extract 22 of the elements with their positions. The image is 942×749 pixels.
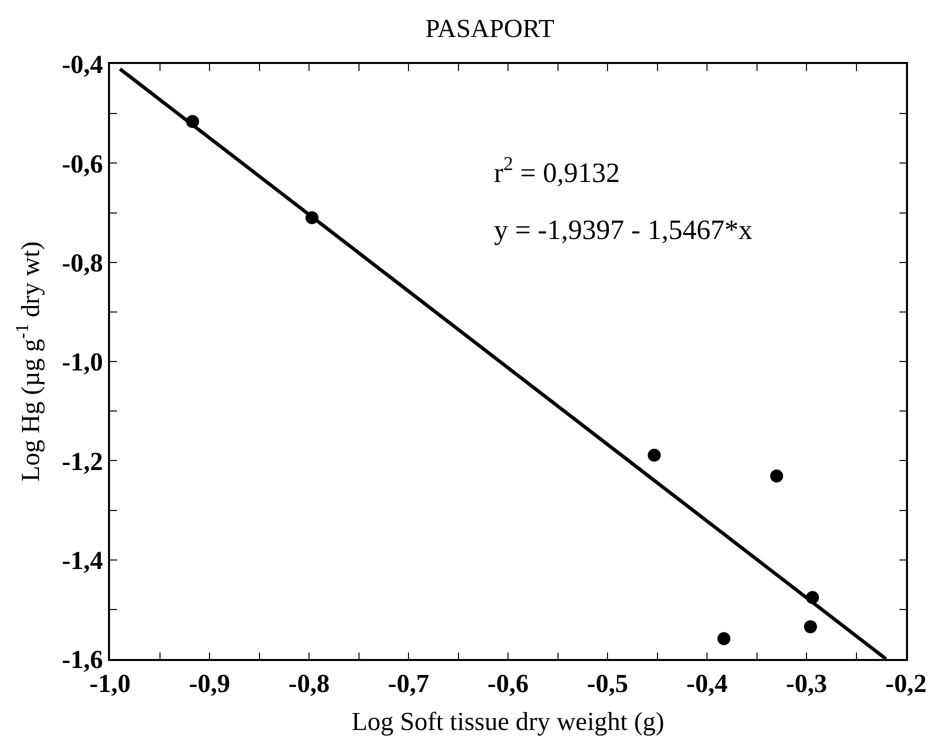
- x-tick-label: -0,9: [188, 668, 230, 698]
- point: [804, 620, 817, 634]
- x-tick-label: -0,6: [487, 668, 529, 698]
- point: [770, 470, 784, 483]
- x-tick-label: -0,3: [786, 668, 828, 698]
- x-axis-title: Log Soft tissue dry weight (g): [352, 707, 664, 736]
- x-tick-label: -0,7: [388, 668, 430, 698]
- y-tick-label: -1,4: [62, 546, 104, 575]
- annotation: y = -1,9397 - 1,5467*x: [494, 215, 752, 246]
- point: [648, 448, 661, 462]
- y-tick-label: -1,0: [62, 348, 104, 377]
- y-tick-label: -0,6: [62, 149, 104, 178]
- annotation: r$^{2}$ = 0,9132: [494, 154, 620, 189]
- chart-title: PASAPORT: [425, 14, 554, 43]
- x-tick-label: -0,5: [586, 668, 628, 698]
- y-tick-label: -0,8: [62, 248, 104, 278]
- x-tick-label: -0,2: [885, 668, 927, 698]
- y-tick-label: -1,2: [62, 446, 104, 476]
- x-tick-label: -0,4: [686, 668, 728, 698]
- x-tick-label: -0,8: [288, 668, 330, 698]
- y-tick-label: -0,4: [62, 50, 104, 80]
- point: [717, 632, 730, 646]
